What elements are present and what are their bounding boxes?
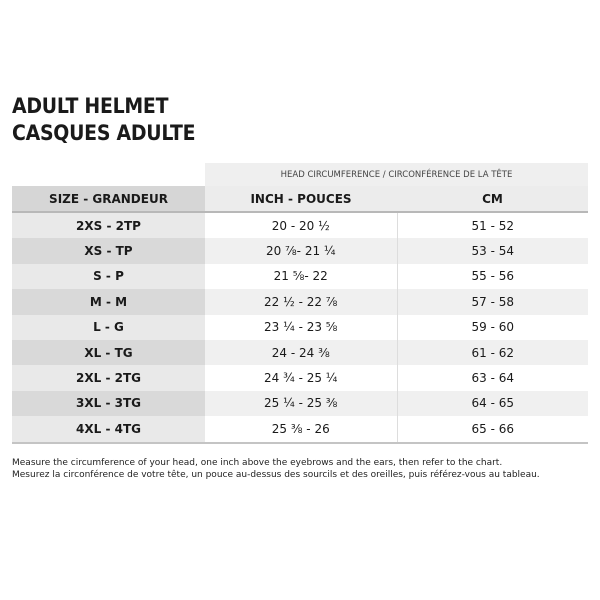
title-english: ADULT HELMET (12, 94, 169, 118)
inch-cell: 22 ½ - 22 ⅞ (205, 289, 398, 315)
cm-cell: 63 - 64 (397, 365, 588, 391)
size-cell: L - G (12, 314, 205, 340)
cm-cell: 64 - 65 (397, 390, 588, 417)
page-title: ADULT HELMET CASQUES ADULTE (12, 93, 196, 147)
inch-cell: 24 ¾ - 25 ¼ (205, 365, 398, 391)
table-row: 3XL - 3TG 25 ¼ - 25 ⅜ 64 - 65 (12, 390, 588, 417)
inch-cell: 21 ⅝- 22 (205, 263, 398, 290)
head-circumference-header: HEAD CIRCUMFERENCE / CIRCONFÉRENCE DE LA… (205, 163, 588, 188)
header-cm: CM (397, 186, 588, 213)
table-row: S - P 21 ⅝- 22 55 - 56 (12, 263, 588, 290)
size-cell: 2XS - 2TP (12, 212, 205, 239)
size-cell: S - P (12, 263, 205, 290)
cm-cell: 61 - 62 (397, 339, 588, 366)
size-chart-table: SIZE - GRANDEUR INCH - POUCES CM 2XS - 2… (12, 186, 588, 444)
table-row: L - G 23 ¼ - 23 ⅝ 59 - 60 (12, 314, 588, 340)
cm-cell: 53 - 54 (397, 238, 588, 264)
header-row: SIZE - GRANDEUR INCH - POUCES CM (12, 186, 588, 213)
table-row: 2XS - 2TP 20 - 20 ½ 51 - 52 (12, 212, 588, 239)
cm-cell: 51 - 52 (397, 212, 588, 239)
inch-cell: 25 ¼ - 25 ⅜ (205, 390, 398, 417)
inch-cell: 25 ⅜ - 26 (205, 416, 398, 444)
table-row: 4XL - 4TG 25 ⅜ - 26 65 - 66 (12, 416, 588, 444)
measurement-instructions: Measure the circumference of your head, … (12, 457, 540, 481)
table-row: XL - TG 24 - 24 ⅜ 61 - 62 (12, 339, 588, 366)
size-cell: 2XL - 2TG (12, 365, 205, 391)
size-cell: 4XL - 4TG (12, 416, 205, 444)
size-cell: XL - TG (12, 339, 205, 366)
note-english: Measure the circumference of your head, … (12, 458, 503, 468)
title-french: CASQUES ADULTE (12, 121, 196, 145)
inch-cell: 20 ⅞- 21 ¼ (205, 238, 398, 264)
header-inch: INCH - POUCES (205, 186, 397, 213)
cm-cell: 57 - 58 (397, 289, 588, 315)
table-row: XS - TP 20 ⅞- 21 ¼ 53 - 54 (12, 238, 588, 264)
size-cell: M - M (12, 289, 205, 315)
note-french: Mesurez la circonférence de votre tête, … (12, 470, 540, 480)
cm-cell: 55 - 56 (397, 263, 588, 290)
inch-cell: 20 - 20 ½ (205, 212, 398, 239)
cm-cell: 59 - 60 (397, 314, 588, 340)
inch-cell: 23 ¼ - 23 ⅝ (205, 314, 398, 340)
size-cell: XS - TP (12, 238, 205, 264)
table-row: M - M 22 ½ - 22 ⅞ 57 - 58 (12, 289, 588, 315)
cm-cell: 65 - 66 (397, 416, 588, 444)
size-cell: 3XL - 3TG (12, 390, 205, 417)
header-size: SIZE - GRANDEUR (12, 186, 205, 213)
table-row: 2XL - 2TG 24 ¾ - 25 ¼ 63 - 64 (12, 365, 588, 391)
inch-cell: 24 - 24 ⅜ (205, 339, 398, 366)
